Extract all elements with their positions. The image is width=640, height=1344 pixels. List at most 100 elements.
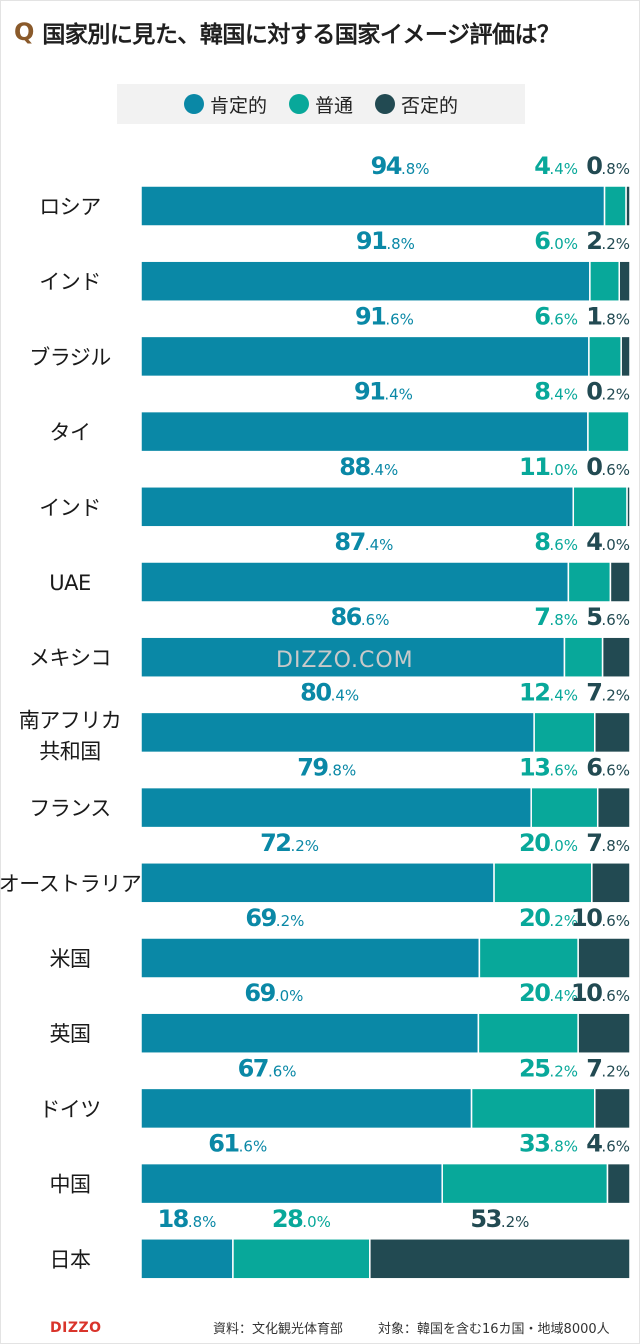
value-label: 8.6% bbox=[534, 528, 578, 556]
legend-label-positive: 肯定的 bbox=[209, 94, 267, 117]
value-label: 25.2% bbox=[519, 1054, 578, 1082]
value-label: 79.8% bbox=[297, 754, 356, 782]
bar-segment bbox=[140, 711, 535, 754]
value-label: 8.4% bbox=[534, 378, 578, 406]
footer-target: 対象：韓国を含む16カ国・地域8000人 bbox=[378, 1322, 610, 1337]
value-label: 91.4% bbox=[354, 378, 413, 406]
value-label: 6.0% bbox=[534, 227, 578, 255]
bar-segment bbox=[140, 1162, 443, 1205]
category-label: 英国 bbox=[50, 1022, 91, 1046]
bar-segment bbox=[567, 561, 612, 603]
category-label: オーストラリア bbox=[0, 872, 141, 896]
legend-swatch-negative bbox=[375, 94, 395, 114]
value-label: 2.2% bbox=[586, 227, 630, 255]
legend-item-negative: 否定的 bbox=[375, 91, 458, 118]
bar-segment bbox=[232, 1238, 371, 1280]
value-label: 6.6% bbox=[586, 754, 630, 782]
value-label: 11.0% bbox=[519, 453, 578, 481]
value-label: 0.2% bbox=[586, 378, 630, 406]
value-label: 94.8% bbox=[371, 152, 430, 180]
value-label: 28.0% bbox=[272, 1205, 331, 1233]
value-label: 87.4% bbox=[334, 528, 393, 556]
category-label: タイ bbox=[50, 421, 91, 445]
bar-segment bbox=[587, 410, 630, 453]
value-label: 91.6% bbox=[355, 302, 414, 330]
bar-segment bbox=[140, 862, 495, 904]
category-label: 米国 bbox=[50, 947, 91, 971]
bar-segment bbox=[493, 862, 593, 904]
category-label: フランス bbox=[29, 797, 111, 821]
value-label: 69.2% bbox=[245, 904, 304, 932]
value-label: 1.8% bbox=[586, 302, 630, 330]
bar-segment bbox=[594, 711, 631, 754]
bar-segment bbox=[140, 937, 481, 979]
value-label: 53.2% bbox=[470, 1205, 529, 1233]
bar-segment bbox=[572, 486, 628, 528]
bar-segment bbox=[577, 1012, 631, 1054]
bar-segment bbox=[140, 260, 591, 302]
value-label: 91.8% bbox=[356, 227, 415, 255]
bar-segment bbox=[140, 786, 532, 829]
legend-swatch-positive bbox=[183, 94, 204, 114]
legend-item-positive: 肯定的 bbox=[183, 91, 267, 118]
bar-segment bbox=[591, 862, 631, 904]
category-label: メキシコ bbox=[29, 646, 111, 670]
bar-segment bbox=[478, 937, 579, 979]
value-label: 86.6% bbox=[330, 603, 389, 631]
bar-segment bbox=[601, 636, 631, 678]
bar-segment bbox=[140, 1238, 234, 1280]
value-label: 61.6% bbox=[208, 1130, 267, 1158]
category-label: UAE bbox=[49, 571, 91, 595]
value-label: 13.6% bbox=[519, 754, 578, 782]
footer-logo: DIZZO bbox=[50, 1320, 102, 1336]
bar-segment bbox=[441, 1162, 609, 1205]
value-label: 10.6% bbox=[571, 979, 630, 1007]
bar-segment bbox=[140, 1087, 473, 1130]
category-label: インド bbox=[39, 270, 101, 294]
value-label: 72.2% bbox=[260, 829, 319, 857]
legend: 肯定的 普通 否定的 bbox=[117, 84, 525, 124]
bar-segment bbox=[140, 185, 606, 227]
bar-segment bbox=[620, 335, 631, 378]
chart-title: Q 国家別に見た、韓国に対する国家イメージ評価は？ bbox=[14, 16, 560, 48]
value-label: 0.6% bbox=[586, 453, 630, 481]
legend-label-negative: 否定的 bbox=[401, 94, 459, 117]
category-label: ロシア bbox=[39, 195, 101, 219]
bar-segment bbox=[140, 561, 570, 603]
watermark: DIZZO.COM bbox=[276, 648, 414, 673]
bar-segment bbox=[563, 636, 604, 678]
footer-source: 資料：文化観光体育部 bbox=[213, 1322, 344, 1337]
category-label: ブラジル bbox=[29, 345, 111, 369]
value-label: 5.6% bbox=[586, 603, 630, 631]
bar-segment bbox=[588, 335, 622, 378]
bar-segment bbox=[140, 335, 590, 378]
bar-segment bbox=[369, 1238, 631, 1280]
value-label: 20.4% bbox=[519, 979, 578, 1007]
category-label: 中国 bbox=[50, 1173, 91, 1197]
bar-segment bbox=[470, 1087, 596, 1130]
bar-segment bbox=[596, 786, 631, 829]
bar-segment bbox=[533, 711, 596, 754]
value-label: 12.4% bbox=[519, 678, 578, 706]
value-label: 7.8% bbox=[586, 829, 630, 857]
legend-swatch-neutral bbox=[288, 94, 309, 114]
value-label: 10.6% bbox=[571, 904, 630, 932]
value-label: 4.4% bbox=[534, 152, 578, 180]
value-label: 33.8% bbox=[519, 1130, 578, 1158]
value-label: 80.4% bbox=[300, 678, 359, 706]
category-label: 日本 bbox=[50, 1248, 91, 1272]
value-label: 7.8% bbox=[534, 603, 578, 631]
value-label: 4.6% bbox=[586, 1130, 630, 1158]
value-label: 20.2% bbox=[519, 904, 578, 932]
category-label: ドイツ bbox=[39, 1097, 101, 1121]
legend-item-neutral: 普通 bbox=[288, 91, 353, 118]
value-label: 88.4% bbox=[339, 453, 398, 481]
bar-segment bbox=[140, 636, 566, 678]
bar-segment bbox=[140, 1012, 480, 1054]
bar-segment bbox=[626, 486, 631, 528]
bar-segment bbox=[628, 410, 631, 453]
bar-segment bbox=[594, 1087, 631, 1130]
category-label: 南アフリカ共和国 bbox=[19, 708, 122, 763]
value-label: 6.6% bbox=[534, 302, 578, 330]
